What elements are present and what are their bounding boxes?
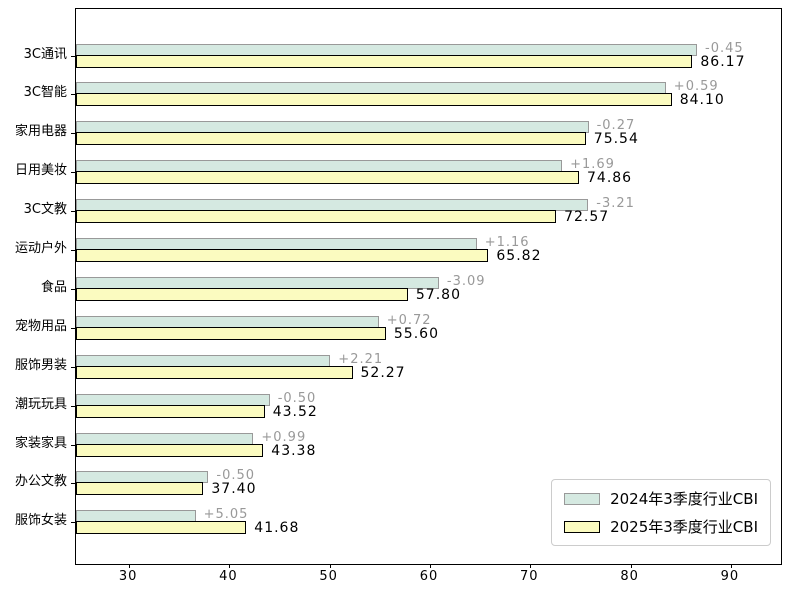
x-tick-mark-80 [630,564,632,568]
y-tick-mark-12 [71,483,76,485]
change-label-13: +5.05 [203,507,249,523]
change-label-8: +0.72 [386,312,432,328]
change-label-12: -0.50 [216,468,256,484]
y-tick-mark-9 [71,366,76,368]
bar-2025-6 [76,249,489,262]
category-label-12: 办公文教 [14,474,67,490]
bar-2025-13 [76,521,247,535]
x-tick-label-50: 50 [319,569,338,584]
category-label-3: 家用电器 [14,124,67,140]
category-label-1: 3C通讯 [23,46,67,62]
value-label-8: 55.60 [393,325,439,342]
y-tick-mark-11 [71,444,76,446]
bar-2025-2 [76,93,672,107]
x-tick-mark-60 [430,564,431,568]
change-label-9: +2.21 [338,351,384,367]
bar-2025-5 [76,210,557,224]
change-label-11: +0.99 [261,429,307,445]
value-label-6: 65.82 [496,248,542,264]
x-tick-label-60: 60 [419,569,439,584]
value-label-12: 37.40 [211,481,257,498]
change-label-2: +0.59 [673,79,719,95]
value-label-4: 74.86 [587,170,633,187]
bar-2025-9 [76,365,353,379]
category-label-2: 3C智能 [23,85,67,101]
y-tick-mark-6 [71,250,76,251]
y-tick-mark-7 [71,288,76,290]
x-tick-mark-30 [129,564,131,568]
value-label-5: 72.57 [564,209,610,226]
x-tick-label-30: 30 [118,569,138,584]
change-label-5: -3.21 [596,196,635,212]
legend-swatch-2025-icon [564,520,601,533]
legend-label-2025: 2025年3季度行业CBI [610,518,758,536]
bar-2025-3 [76,132,586,146]
x-tick-label-40: 40 [219,569,238,584]
category-label-8: 宠物用品 [14,318,67,334]
x-tick-mark-70 [530,564,532,568]
bar-2025-1 [76,54,693,68]
bar-2025-8 [76,326,386,340]
change-label-10: -0.50 [277,390,317,406]
category-label-6: 运动户外 [14,241,67,256]
x-tick-label-90: 90 [720,569,740,584]
value-label-7: 57.80 [415,286,461,303]
change-label-6: +1.16 [484,235,530,250]
change-label-1: -0.45 [705,40,744,56]
y-tick-mark-4 [71,172,76,174]
category-label-5: 3C文教 [23,202,67,218]
value-label-2: 84.10 [679,92,725,109]
category-label-11: 家装家具 [14,435,67,451]
x-tick-label-70: 70 [520,569,539,584]
x-tick-mark-50 [329,564,331,568]
change-label-4: +1.69 [570,157,615,173]
category-label-4: 日用美妆 [14,163,67,179]
legend-swatch-2024-icon [564,492,601,505]
category-label-10: 潮玩玩具 [14,396,67,412]
change-label-7: -3.09 [446,273,486,289]
y-tick-mark-1 [71,55,76,57]
y-tick-mark-3 [71,133,76,135]
value-label-1: 86.17 [700,53,746,70]
y-tick-mark-10 [71,405,76,407]
y-tick-mark-5 [71,211,76,213]
value-label-10: 43.52 [272,403,318,420]
y-tick-mark-2 [71,94,76,96]
category-label-7: 食品 [40,279,67,295]
bar-2025-7 [76,287,408,301]
bar-2025-12 [76,482,204,496]
value-label-9: 52.27 [360,364,406,381]
y-tick-mark-13 [71,522,76,524]
legend-label-2024: 2024年3季度行业CBI [610,490,758,508]
bar-2025-11 [76,443,264,457]
legend-item-2025: 2025年3季度行业CBI [564,516,758,537]
category-label-9: 服饰男装 [14,357,67,373]
value-label-11: 43.38 [271,442,317,459]
bar-2025-4 [76,171,579,185]
x-tick-label-80: 80 [620,569,639,584]
legend: 2024年3季度行业CBI 2025年3季度行业CBI [551,479,771,546]
change-label-3: -0.27 [596,118,636,134]
legend-item-2024: 2024年3季度行业CBI [564,488,758,509]
value-label-3: 75.54 [593,131,639,148]
y-tick-mark-8 [71,327,76,329]
value-label-13: 41.68 [254,520,300,537]
x-tick-mark-40 [229,564,231,568]
bar-2025-10 [76,404,265,418]
plot-area: -0.45 86.17 +0.59 84.10 -0.27 75.54 +1.69 74.86… [71,8,782,568]
x-tick-mark-90 [730,564,732,568]
category-label-13: 服饰女装 [14,513,67,529]
